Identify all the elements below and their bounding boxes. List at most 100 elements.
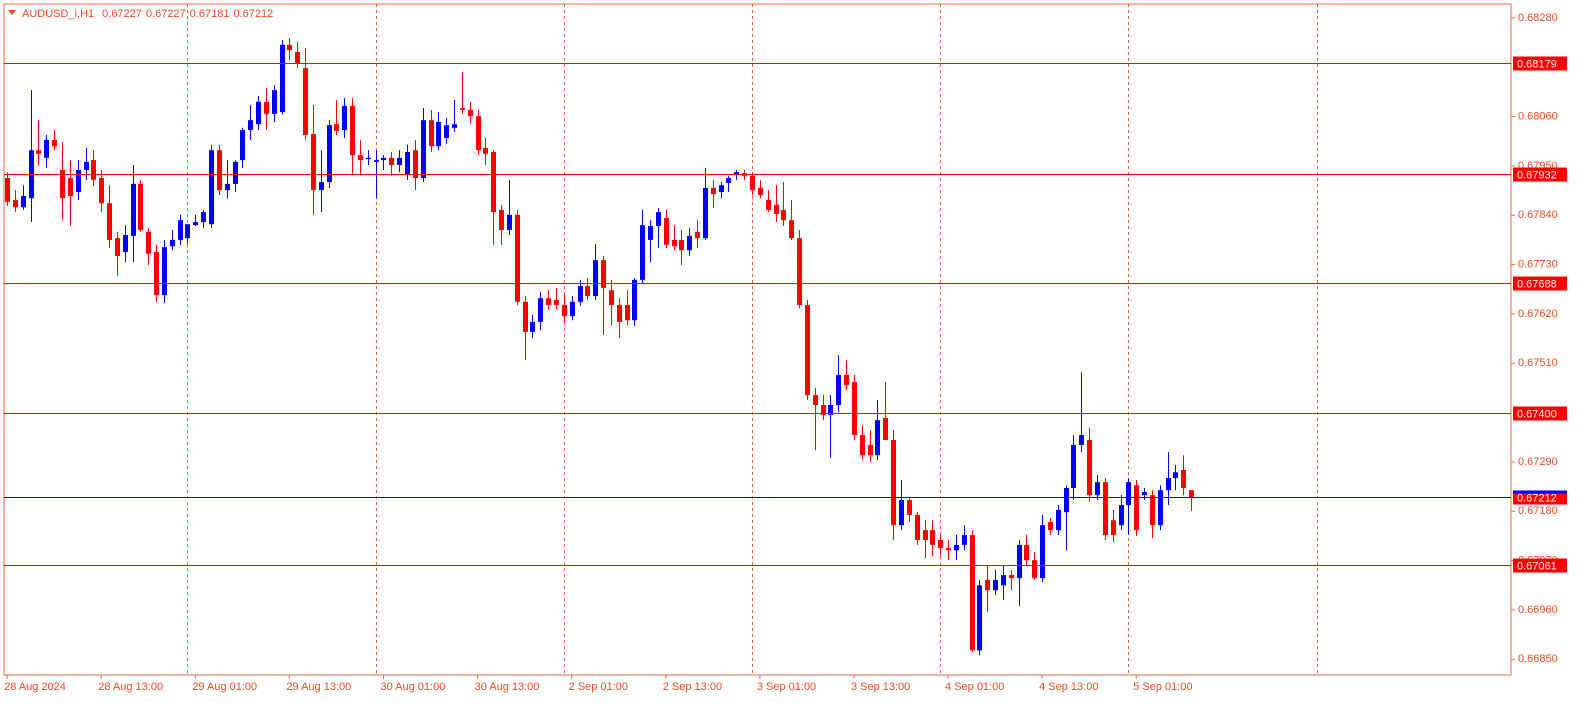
price-level-marker bbox=[1513, 490, 1567, 494]
y-tick-label: 0.67620 bbox=[1518, 308, 1558, 320]
x-tick-label: 30 Aug 01:00 bbox=[380, 681, 445, 693]
candle-body bbox=[1134, 485, 1139, 531]
candle-body bbox=[821, 404, 826, 415]
candle-body bbox=[656, 212, 661, 227]
x-tick-label: 2 Sep 01:00 bbox=[569, 681, 628, 693]
candle-body bbox=[1095, 482, 1100, 496]
candle-body bbox=[585, 286, 590, 296]
price-level-label: 0.67212 bbox=[1517, 492, 1557, 504]
candle-body bbox=[240, 130, 245, 161]
candle-body bbox=[499, 209, 504, 231]
candle-body bbox=[836, 374, 841, 405]
candle-body bbox=[899, 500, 904, 526]
candle-body bbox=[233, 161, 238, 184]
candle-body bbox=[389, 157, 394, 166]
candle-body bbox=[813, 395, 818, 405]
candle-body bbox=[1048, 522, 1053, 531]
y-tick-label: 0.67180 bbox=[1518, 505, 1558, 517]
candle-body bbox=[562, 304, 567, 317]
header-value: 0.67227 bbox=[146, 8, 186, 20]
candle-body bbox=[84, 161, 89, 170]
candle-body bbox=[719, 185, 724, 192]
candle-body bbox=[460, 108, 465, 110]
candle-body bbox=[1040, 525, 1045, 579]
symbol: AUDUSD_i,H1 bbox=[22, 8, 94, 20]
candle-body bbox=[334, 124, 339, 131]
candle-body bbox=[68, 178, 73, 196]
x-tick-label: 29 Aug 01:00 bbox=[192, 681, 257, 693]
candle-body bbox=[868, 444, 873, 456]
candle-body bbox=[303, 68, 308, 135]
x-tick-label: 28 Aug 13:00 bbox=[98, 681, 163, 693]
x-tick-label: 3 Sep 01:00 bbox=[757, 681, 816, 693]
header-value: 0.67227 bbox=[102, 8, 142, 20]
candle-body bbox=[5, 178, 10, 202]
y-tick-label: 0.68280 bbox=[1518, 12, 1558, 24]
candle-body bbox=[327, 125, 332, 183]
candle-body bbox=[687, 235, 692, 251]
candle-body bbox=[538, 298, 543, 323]
candle-body bbox=[664, 217, 669, 245]
x-tick-label: 4 Sep 13:00 bbox=[1039, 681, 1098, 693]
candle-body bbox=[154, 252, 159, 296]
candle-body bbox=[1189, 490, 1194, 497]
candle-body bbox=[875, 420, 880, 456]
candle-body bbox=[609, 290, 614, 305]
candle-body bbox=[44, 139, 49, 158]
candle-body bbox=[468, 109, 473, 117]
candle-body bbox=[123, 234, 128, 253]
candle-body bbox=[115, 238, 120, 257]
candle-body bbox=[193, 221, 198, 226]
candle-body bbox=[985, 579, 990, 591]
x-tick-label: 30 Aug 13:00 bbox=[475, 681, 540, 693]
candle-body bbox=[429, 120, 434, 147]
x-tick-label: 5 Sep 01:00 bbox=[1133, 681, 1192, 693]
candle-body bbox=[554, 300, 559, 305]
plot-border bbox=[3, 3, 1512, 676]
candle-body bbox=[679, 239, 684, 251]
candle-body bbox=[280, 44, 285, 113]
candle-body bbox=[726, 178, 731, 183]
candle-body bbox=[523, 301, 528, 332]
candle-body bbox=[99, 178, 104, 204]
price-level-label: 0.67932 bbox=[1517, 169, 1557, 181]
candle-body bbox=[766, 200, 771, 210]
candle-body bbox=[695, 231, 700, 239]
candle-body bbox=[374, 160, 379, 162]
candle-body bbox=[883, 417, 888, 440]
candle-body bbox=[1032, 560, 1037, 579]
collapse-icon[interactable] bbox=[8, 10, 16, 15]
y-tick-label: 0.67510 bbox=[1518, 357, 1558, 369]
price-level-box bbox=[1513, 406, 1567, 421]
candle-body bbox=[295, 51, 300, 65]
candle-body bbox=[938, 539, 943, 549]
candle-body bbox=[201, 212, 206, 222]
candle-body bbox=[601, 260, 606, 288]
candle-body bbox=[319, 182, 324, 191]
price-level-box bbox=[1513, 558, 1567, 573]
candle-body bbox=[381, 157, 386, 161]
candle-body bbox=[797, 238, 802, 305]
candle-body bbox=[962, 535, 967, 545]
candle-body bbox=[225, 183, 230, 191]
x-tick-label: 4 Sep 01:00 bbox=[945, 681, 1004, 693]
candle-body bbox=[632, 279, 637, 321]
candle-body bbox=[1009, 574, 1014, 579]
candle-body bbox=[107, 203, 112, 240]
candle-body bbox=[491, 152, 496, 213]
candle-body bbox=[758, 187, 763, 196]
candle-body bbox=[413, 150, 418, 179]
candle-body bbox=[625, 304, 630, 321]
candle-body bbox=[256, 101, 261, 125]
x-tick-label: 2 Sep 13:00 bbox=[663, 681, 722, 693]
x-tick-label: 3 Sep 13:00 bbox=[851, 681, 910, 693]
y-tick-label: 0.67290 bbox=[1518, 456, 1558, 468]
candle-body bbox=[366, 157, 371, 160]
candle-body bbox=[483, 147, 488, 154]
price-level-box bbox=[1513, 276, 1567, 291]
header: AUDUSD_i,H1 0.67227 0.67227 0.67181 0.67212 bbox=[22, 8, 273, 20]
candle-body bbox=[617, 304, 622, 323]
candle-body bbox=[13, 200, 18, 208]
candle-body bbox=[131, 183, 136, 236]
candle-body bbox=[170, 239, 175, 247]
